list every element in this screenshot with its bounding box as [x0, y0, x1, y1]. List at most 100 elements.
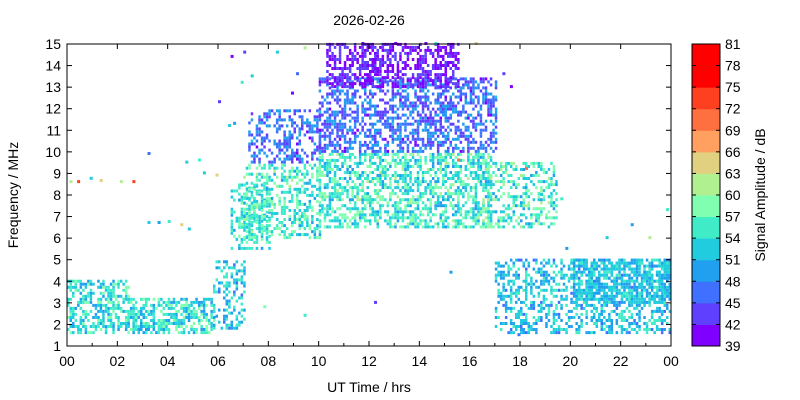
heatmap-cell: [248, 246, 251, 250]
heatmap-cell: [333, 146, 337, 150]
heatmap-cell: [489, 140, 493, 144]
heatmap-cell: [258, 178, 261, 182]
heatmap-cell: [306, 154, 309, 158]
heatmap-cell: [504, 213, 508, 217]
heatmap-cell: [447, 165, 450, 168]
heatmap-cell: [399, 101, 402, 105]
heatmap-cell: [404, 89, 407, 93]
heatmap-cell: [313, 184, 317, 188]
heatmap-cell: [580, 288, 583, 292]
heatmap-cell: [522, 201, 525, 205]
heatmap-cell: [638, 264, 641, 268]
heatmap-cell: [469, 146, 473, 150]
heatmap-cell: [331, 85, 334, 89]
heatmap-cell: [285, 178, 289, 182]
heatmap-cell: [157, 297, 161, 301]
heatmap-cell: [575, 312, 578, 316]
heatmap-cell: [472, 195, 475, 199]
heatmap-cell: [250, 193, 254, 197]
heatmap-cell: [520, 225, 523, 229]
heatmap-cell: [595, 285, 598, 289]
heatmap-cell: [376, 70, 379, 73]
heatmap-cell: [530, 180, 533, 184]
heatmap-cell: [167, 303, 171, 307]
heatmap-cell: [353, 155, 357, 159]
heatmap-cell: [540, 180, 543, 184]
heatmap-cell: [416, 79, 420, 83]
heatmap-cell: [270, 215, 274, 218]
heatmap-cell: [638, 285, 641, 289]
heatmap-cell: [270, 209, 274, 212]
heatmap-cell: [333, 195, 337, 199]
heatmap-cell: [429, 77, 432, 81]
heatmap-cell: [421, 213, 425, 217]
heatmap-cell: [660, 309, 664, 313]
heatmap-cell: [447, 222, 450, 226]
heatmap-cell: [532, 322, 536, 325]
heatmap-cell: [447, 225, 450, 229]
heatmap-cell: [547, 282, 551, 286]
heatmap-cell: [117, 300, 120, 304]
heatmap-cell: [472, 171, 475, 174]
heatmap-cell: [472, 165, 475, 168]
heatmap-cell: [547, 177, 551, 180]
heatmap-cell: [494, 83, 498, 87]
heatmap-cell: [512, 195, 515, 199]
heatmap-cell: [409, 82, 412, 86]
heatmap-cell: [288, 233, 291, 237]
heatmap-cell: [303, 172, 307, 176]
heatmap-cell: [421, 101, 425, 105]
heatmap-cell: [175, 309, 178, 313]
heatmap-cell: [512, 225, 515, 229]
heatmap-cell: [313, 196, 317, 200]
heatmap-cell: [79, 291, 83, 295]
heatmap-cell: [585, 309, 588, 313]
heatmap-cell: [608, 294, 611, 298]
heatmap-cell: [331, 92, 334, 96]
heatmap-cell: [270, 187, 274, 191]
heatmap-cell: [107, 297, 110, 301]
heatmap-cell: [117, 285, 120, 289]
heatmap-cell: [499, 219, 503, 223]
heatmap-cell: [467, 137, 470, 141]
heatmap-cell: [527, 328, 531, 331]
heatmap-cell: [459, 177, 463, 180]
heatmap-cell: [426, 76, 430, 80]
heatmap-cell: [638, 258, 641, 262]
heatmap-cell: [240, 269, 244, 273]
heatmap-cell: [535, 174, 538, 177]
heatmap-cell: [474, 183, 478, 187]
heatmap-cell: [484, 158, 488, 162]
heatmap-cell: [414, 83, 417, 87]
heatmap-cell: [507, 267, 510, 271]
heatmap-cell: [467, 155, 470, 159]
heatmap-cell: [431, 168, 435, 171]
heatmap-cell: [197, 303, 201, 307]
heatmap-cell: [572, 276, 576, 280]
heatmap-cell: [487, 80, 490, 84]
heatmap-cell: [391, 225, 395, 229]
heatmap-cell: [223, 284, 226, 288]
heatmap-cell: [499, 225, 503, 229]
heatmap-cell: [512, 204, 515, 208]
heatmap-cell: [331, 89, 334, 93]
heatmap-cell: [522, 213, 525, 217]
heatmap-cell: [467, 128, 470, 132]
heatmap-cell: [293, 218, 296, 221]
heatmap-cell: [628, 309, 631, 313]
heatmap-cell: [283, 130, 286, 134]
heatmap-cell: [406, 168, 410, 171]
heatmap-cell: [497, 180, 500, 184]
heatmap-cell: [605, 264, 609, 268]
heatmap-cell: [278, 148, 281, 152]
heatmap-cell: [288, 218, 291, 221]
heatmap-cell: [311, 136, 314, 140]
heatmap-cell: [492, 171, 495, 174]
heatmap-cell: [530, 300, 533, 304]
heatmap-cell: [336, 131, 339, 135]
heatmap-cell: [472, 83, 475, 87]
heatmap-cell: [620, 291, 624, 295]
heatmap-cell: [394, 73, 397, 77]
heatmap-cell: [275, 130, 279, 134]
heatmap-cell: [530, 213, 533, 217]
